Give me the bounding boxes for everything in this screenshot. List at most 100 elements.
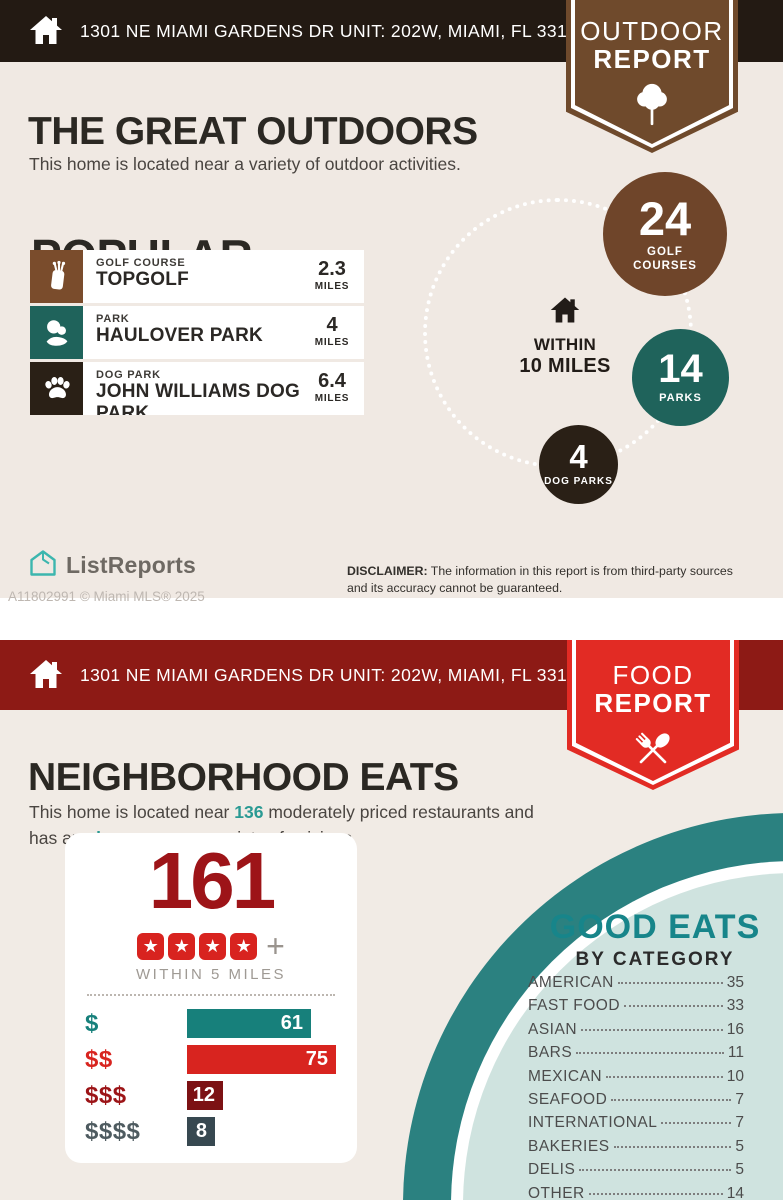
stat-value: 14 xyxy=(658,347,703,392)
outdoor-activity-row: PARK HAULOVER PARK 4 MILES xyxy=(30,306,364,359)
popular-activities-list: GOLF COURSE TOPGOLF 2.3 MILES PARK HAULOVER P… xyxy=(30,250,364,418)
property-address: 1301 NE MIAMI GARDENS DR UNIT: 202W, MIA… xyxy=(80,21,588,41)
outdoor-activity-row: DOG PARK JOHN WILLIAMS DOG PARK 6.4 MILES xyxy=(30,362,364,415)
food-title: NEIGHBORHOOD EATS xyxy=(28,756,459,800)
stat-label: PARKS xyxy=(659,392,702,405)
stat-circle: 14 PARKS xyxy=(632,329,729,426)
price-tier-bar-chart: $61 $$ 75 $$$ 12 $$$$ 8 xyxy=(85,1009,345,1153)
dotted-divider xyxy=(87,994,335,996)
star-icon: ★ xyxy=(168,932,196,960)
category-count: 7 xyxy=(735,1114,744,1132)
mls-watermark: A11802991 © Miami MLS® 2025 xyxy=(8,589,205,604)
price-bar-row: $61 xyxy=(85,1009,345,1038)
category-count: 11 xyxy=(727,1044,744,1062)
category-label: FAST FOOD xyxy=(528,997,621,1015)
subtitle-highlight: 136 xyxy=(234,801,264,822)
radius-label: WITHIN 10 MILES xyxy=(505,294,625,378)
food-report-ribbon: FOOD REPORT xyxy=(567,640,739,790)
activity-distance: 2.3 xyxy=(318,258,346,280)
category-label: DELIS xyxy=(528,1161,576,1179)
dotted-leader xyxy=(624,1005,723,1008)
distance-unit: MILES xyxy=(314,393,350,404)
category-count: 35 xyxy=(726,974,744,991)
category-count: 7 xyxy=(735,1090,744,1108)
listreports-logo: ListReports xyxy=(28,548,196,583)
category-count: 5 xyxy=(735,1161,744,1179)
price-tier-label: $ xyxy=(85,1009,99,1037)
category-label: SEAFOOD xyxy=(528,1090,608,1108)
plus-sign: + xyxy=(266,928,285,964)
utensils-icon xyxy=(567,725,739,780)
park-icon xyxy=(30,306,83,359)
distance-unit: MILES xyxy=(314,337,350,348)
radius-label: WITHIN 5 MILES xyxy=(135,966,286,983)
stat-circle: 24 GOLF COURSES xyxy=(603,172,727,296)
cuisine-category-row: MEXICAN 10 xyxy=(528,1068,744,1086)
stat-label: DOG PARKS xyxy=(544,476,613,488)
category-label: BARS xyxy=(528,1044,573,1062)
activity-distance: 6.4 xyxy=(318,370,346,392)
category-count: 10 xyxy=(726,1067,744,1085)
home-icon xyxy=(548,297,582,330)
home-icon xyxy=(28,12,64,53)
activity-category: PARK xyxy=(96,313,130,325)
star-icon: ★ xyxy=(199,932,227,960)
category-count: 5 xyxy=(735,1137,744,1155)
cuisine-category-row: BAKERIES 5 xyxy=(528,1138,744,1156)
cuisine-category-row: BARS 11 xyxy=(528,1044,744,1062)
category-count: 33 xyxy=(726,997,744,1015)
listreports-wordmark: ListReports xyxy=(66,552,196,578)
distance-unit: MILES xyxy=(314,281,350,292)
outdoor-report-ribbon: OUTDOOR REPORT xyxy=(566,0,738,153)
cuisine-category-row: OTHER 14 xyxy=(528,1185,744,1200)
ribbon-title-line2: REPORT xyxy=(594,688,712,719)
listreports-house-icon xyxy=(28,548,58,583)
cuisine-category-row: DELIS 5 xyxy=(528,1161,744,1179)
cuisine-category-row: SEAFOOD 7 xyxy=(528,1091,744,1109)
cuisine-category-row: FAST FOOD 33 xyxy=(528,997,744,1015)
stat-value: 4 xyxy=(569,438,588,476)
bar-value: 12 xyxy=(192,1084,215,1106)
activity-name: TOPGOLF xyxy=(96,269,189,290)
dotted-leader xyxy=(606,1075,723,1078)
restaurant-count: 161 xyxy=(148,836,276,925)
bar-value: 61 xyxy=(280,1012,303,1034)
category-label: INTERNATIONAL xyxy=(528,1114,658,1132)
disclaimer-label: DISCLAIMER: xyxy=(347,564,428,579)
star-rating: ★ ★ ★ ★ + xyxy=(65,930,357,962)
good-eats-heading: GOOD EATS BY CATEGORY xyxy=(505,909,783,971)
category-count: 16 xyxy=(726,1020,744,1038)
restaurant-stats-card: 161 ★ ★ ★ ★ + WITHIN 5 MILES $61 $$ 75 $$$ 12 $$$… xyxy=(65,833,357,1163)
subtitle-text: This home is located near xyxy=(29,801,235,822)
disclaimer: DISCLAIMER: The information in this repo… xyxy=(347,563,741,595)
cuisine-category-list: AMERICAN 35 FAST FOOD 33 ASIAN 16 BARS 11 MEXICA… xyxy=(528,974,744,1200)
price-bar-row: $$ 75 xyxy=(85,1045,345,1074)
stat-label: GOLF COURSES xyxy=(633,245,697,272)
dotted-leader xyxy=(613,1145,732,1148)
dotted-leader xyxy=(576,1052,724,1055)
stat-value: 24 xyxy=(638,191,692,245)
price-tier-label: $$$ xyxy=(85,1081,127,1109)
star-icon: ★ xyxy=(137,932,165,960)
category-label: MEXICAN xyxy=(528,1067,603,1085)
category-label: OTHER xyxy=(528,1184,585,1200)
outdoor-title: THE GREAT OUTDOORS xyxy=(28,110,478,154)
bar-value: 75 xyxy=(305,1048,328,1070)
ribbon-title-line1: OUTDOOR xyxy=(580,16,724,46)
category-label: BAKERIES xyxy=(528,1137,610,1155)
dotted-leader xyxy=(581,1028,723,1031)
activity-name: HAULOVER PARK xyxy=(96,325,263,346)
bar-value: 8 xyxy=(195,1120,207,1142)
dotted-leader xyxy=(661,1122,732,1125)
bar: 12 xyxy=(187,1081,223,1110)
food-report-section: 1301 NE MIAMI GARDENS DR UNIT: 202W, MIA… xyxy=(0,640,783,1200)
home-icon xyxy=(28,656,64,697)
cuisine-category-row: INTERNATIONAL 7 xyxy=(528,1114,744,1132)
price-bar-row: $$$$ 8 xyxy=(85,1117,345,1146)
star-icon: ★ xyxy=(230,932,258,960)
paw-icon xyxy=(30,362,83,415)
activity-distance: 4 xyxy=(326,314,338,336)
dotted-leader xyxy=(611,1098,732,1101)
category-count: 14 xyxy=(726,1184,744,1200)
